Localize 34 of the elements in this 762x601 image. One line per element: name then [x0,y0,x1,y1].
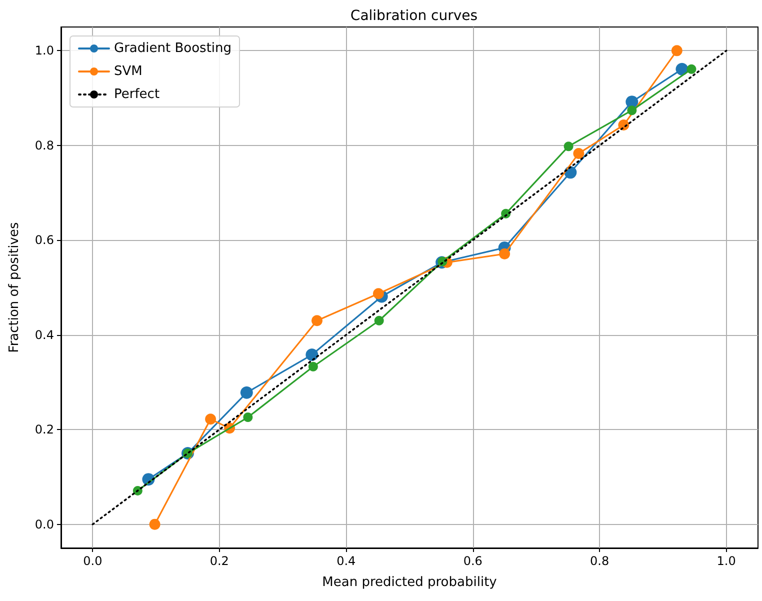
x-tick-label: 0.0 [83,554,102,568]
x-tick-label: 0.8 [590,554,610,568]
y-tick-label: 0.2 [34,422,54,437]
point [671,45,682,56]
point [374,316,384,326]
x-axis-title: Mean predicted probability [322,575,498,590]
y-tick-label: 0.0 [34,517,54,532]
point [149,518,160,530]
point [499,248,510,260]
y-axis-title: Fraction of positives [7,222,22,353]
legend-label: Gradient Boosting [114,41,232,56]
x-tick-label: 1.0 [716,554,736,568]
y-tick-label: 0.6 [34,233,54,248]
legend-label: SVM [114,64,142,79]
y-tick-label: 0.8 [34,138,54,152]
point [626,96,638,108]
legend-label: Perfect [114,87,160,102]
point [205,414,216,425]
point [627,106,637,116]
point [306,348,318,362]
point [564,142,574,152]
x-tick-label: 0.4 [336,554,356,568]
chart-title: Calibration curves [350,8,478,24]
point [240,386,253,399]
x-tick-label: 0.6 [463,554,482,568]
point [243,412,253,422]
y-tick-label: 0.4 [34,328,54,342]
point [372,288,384,300]
point [573,148,584,159]
x-tick-label: 0.2 [210,554,229,568]
point [686,64,696,74]
y-tick-label: 1.0 [34,44,54,58]
point [308,362,318,372]
point [312,315,322,326]
